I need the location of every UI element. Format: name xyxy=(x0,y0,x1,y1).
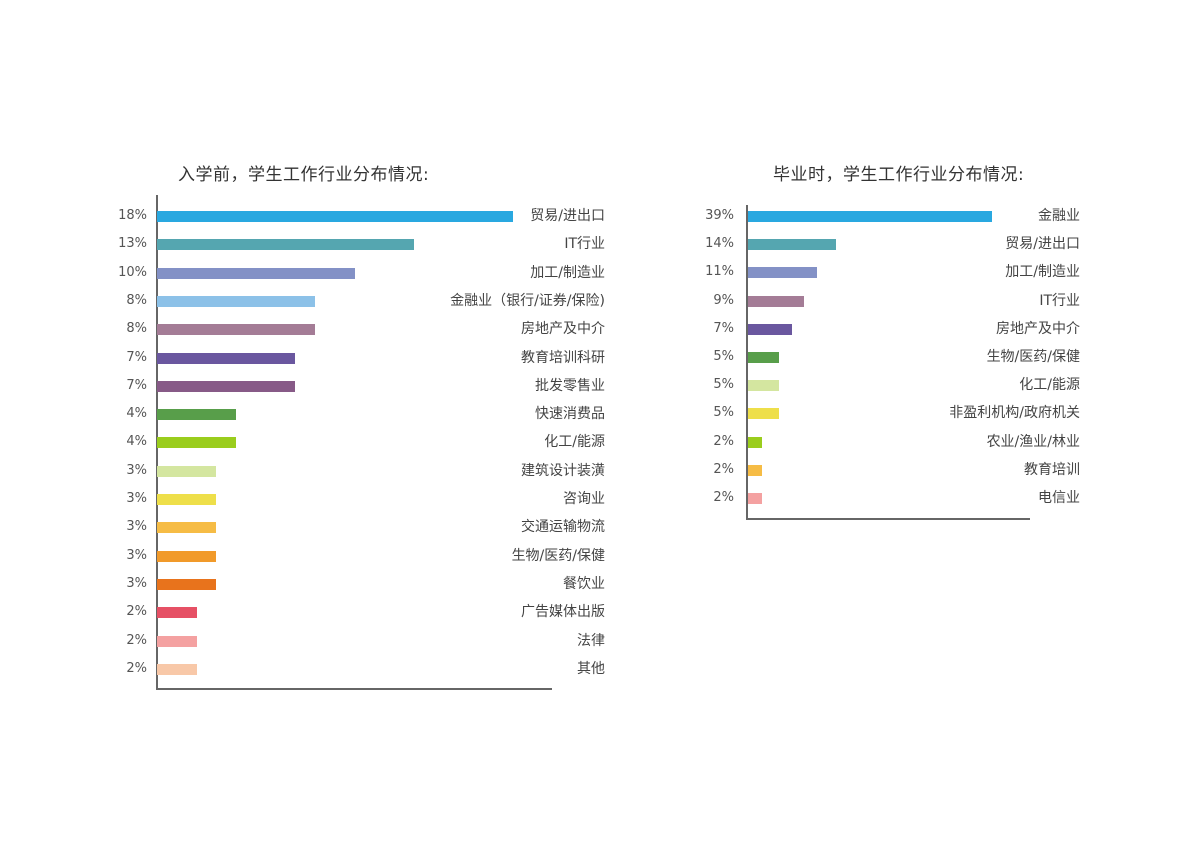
category-label: 快速消费品 xyxy=(535,406,605,423)
category-label: IT行业 xyxy=(564,236,605,253)
bar xyxy=(748,436,762,448)
category-label: 教育培训科研 xyxy=(521,349,605,366)
category-label: 广告媒体出版 xyxy=(521,604,605,621)
bar xyxy=(157,465,217,477)
bar xyxy=(157,494,217,505)
value-label: 9% xyxy=(713,292,734,308)
bar xyxy=(157,380,296,392)
bar xyxy=(157,324,315,336)
value-label: 3% xyxy=(126,462,147,478)
value-label: 5% xyxy=(713,405,734,421)
value-label: 2% xyxy=(713,490,734,505)
value-label: 3% xyxy=(126,547,147,563)
category-label: 房地产及中介 xyxy=(996,320,1080,337)
category-label: 咨询业 xyxy=(563,491,605,507)
value-label: 14% xyxy=(705,236,734,252)
bar xyxy=(157,409,236,421)
value-label: 11% xyxy=(705,264,734,280)
bar xyxy=(748,464,762,476)
bar xyxy=(157,578,217,590)
value-label: 10% xyxy=(118,264,147,280)
category-label: 贸易/进出口 xyxy=(1005,236,1080,253)
bar xyxy=(157,239,414,251)
category-label: 教育培训 xyxy=(1024,461,1080,478)
value-label: 3% xyxy=(126,519,147,535)
value-label: 2% xyxy=(126,632,147,648)
bar xyxy=(748,295,805,307)
value-label: 7% xyxy=(126,349,147,365)
category-label: 餐饮业 xyxy=(563,575,605,592)
value-label: 13% xyxy=(118,236,147,252)
y-axis xyxy=(746,205,748,520)
value-label: 4% xyxy=(126,434,147,450)
value-label: 3% xyxy=(126,575,147,591)
value-label: 2% xyxy=(126,660,147,676)
bar xyxy=(157,663,197,675)
category-label: 加工/制造业 xyxy=(1005,264,1080,281)
category-label: 交通运输物流 xyxy=(521,519,605,536)
value-label: 2% xyxy=(713,461,734,477)
bar xyxy=(157,607,197,619)
category-label: 贸易/进出口 xyxy=(530,208,605,224)
value-label: 39% xyxy=(705,208,734,223)
category-label: 化工/能源 xyxy=(544,434,605,451)
category-label: 建筑设计装潢 xyxy=(521,462,605,479)
value-label: 8% xyxy=(126,292,147,308)
x-axis xyxy=(156,688,552,690)
category-label: 房地产及中介 xyxy=(521,321,605,338)
bar xyxy=(157,295,315,307)
value-label: 8% xyxy=(126,321,147,337)
value-label: 7% xyxy=(713,320,734,336)
value-label: 7% xyxy=(126,377,147,393)
chart-before-enrollment: 入学前，学生工作行业分布情况: 18% 贸易/进出口 13% IT行业 10% 加工/制造… xyxy=(100,150,620,710)
bar xyxy=(157,211,513,222)
bar xyxy=(157,267,355,279)
category-label: 农业/渔业/林业 xyxy=(986,433,1080,450)
bar xyxy=(748,380,780,392)
value-label: 5% xyxy=(713,377,734,393)
chart-title: 毕业时，学生工作行业分布情况: xyxy=(773,165,1025,185)
chart-at-graduation: 毕业时，学生工作行业分布情况: 39% 金融业 14% 贸易/进出口 11% 加工/制造业… xyxy=(690,150,1090,540)
category-label: 其他 xyxy=(577,660,605,677)
value-label: 3% xyxy=(126,491,147,506)
value-label: 4% xyxy=(126,406,147,422)
bar xyxy=(157,352,296,364)
bar xyxy=(748,211,992,222)
category-label: 化工/能源 xyxy=(1019,377,1080,394)
category-label: IT行业 xyxy=(1039,292,1080,309)
category-label: 生物/医药/保健 xyxy=(511,547,605,564)
x-axis xyxy=(746,518,1030,520)
bar xyxy=(748,493,762,504)
value-label: 2% xyxy=(126,604,147,620)
category-label: 生物/医药/保健 xyxy=(986,349,1080,365)
category-label: 电信业 xyxy=(1038,490,1080,506)
category-label: 非盈利机构/政府机关 xyxy=(949,405,1080,422)
category-label: 法律 xyxy=(577,632,605,649)
bar xyxy=(748,408,780,420)
bar xyxy=(748,323,792,335)
bar xyxy=(748,352,780,363)
bar xyxy=(748,239,836,251)
value-label: 2% xyxy=(713,433,734,449)
category-label: 加工/制造业 xyxy=(530,264,605,281)
bar xyxy=(157,550,217,562)
bar xyxy=(157,635,197,647)
bar xyxy=(157,437,236,449)
category-label: 批发零售业 xyxy=(535,377,605,394)
bar xyxy=(748,267,817,279)
value-label: 18% xyxy=(118,208,147,223)
value-label: 5% xyxy=(713,349,734,364)
bar xyxy=(157,522,217,534)
category-label: 金融业 xyxy=(1038,208,1080,224)
chart-title: 入学前，学生工作行业分布情况: xyxy=(178,165,430,185)
category-label: 金融业（银行/证券/保险) xyxy=(450,292,605,309)
